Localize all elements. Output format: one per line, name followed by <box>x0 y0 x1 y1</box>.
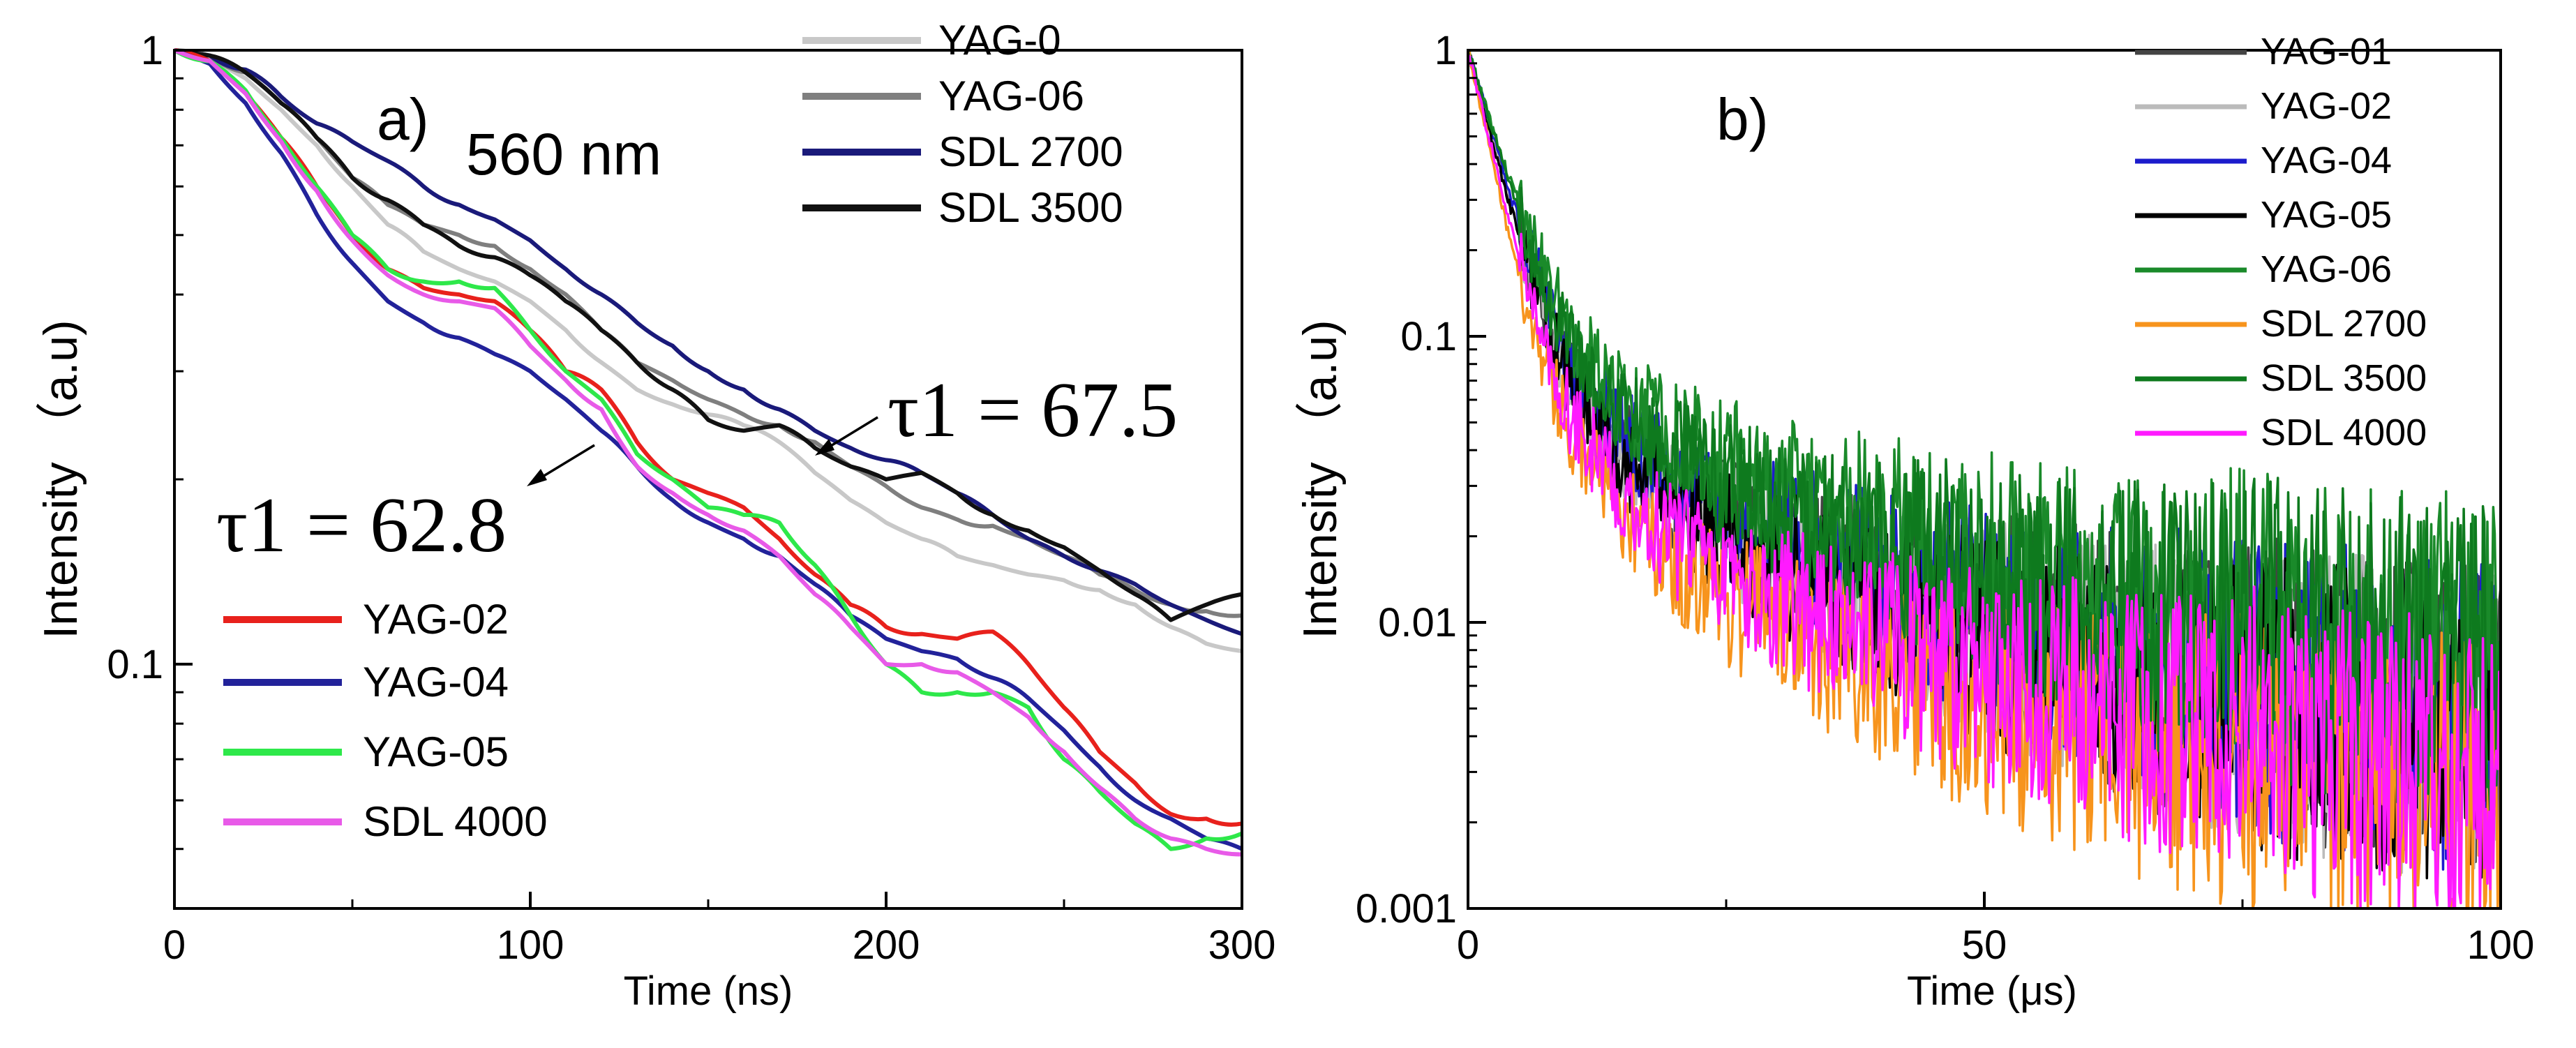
panel-a-series <box>173 48 1243 857</box>
tau-annotation-62-8: τ1 = 62.8 <box>216 444 595 569</box>
panel-b-ticks: 0 50 100 1 0.1 0.01 0.001 <box>1356 28 2535 968</box>
legend-item-yag-06-b: YAG-06 <box>2135 248 2392 290</box>
panel-b-x-axis-label: Time (μs) <box>1907 968 2077 1014</box>
panel-a-legend-top: YAG-0 YAG-06 SDL 2700 SDL 3500 <box>802 17 1123 231</box>
legend-label-sdl-2700: SDL 2700 <box>938 128 1123 175</box>
legend-item-sdl-3500: SDL 3500 <box>802 184 1123 231</box>
x-tick-label-a-100: 100 <box>497 922 564 968</box>
legend-item-sdl-3500-b: SDL 3500 <box>2135 357 2427 399</box>
legend-label-sdl-3500-b: SDL 3500 <box>2261 357 2427 399</box>
legend-label-yag-0: YAG-0 <box>938 17 1061 63</box>
legend-label-sdl-2700-b: SDL 2700 <box>2261 303 2427 345</box>
x-tick-label-a-0: 0 <box>163 922 186 968</box>
legend-item-yag-01: YAG-01 <box>2135 31 2392 73</box>
panel-a-y-axis-label: Intensity （a.u) <box>34 320 87 638</box>
series-line-a-yag-05 <box>173 48 1243 851</box>
tau-62-8-arrowhead <box>527 469 547 486</box>
legend-label-yag-05-b: YAG-05 <box>2261 194 2392 236</box>
panel-a-ticks: 0 100 200 300 1 0.1 <box>107 28 1275 968</box>
legend-item-yag-02-b: YAG-02 <box>2135 85 2392 127</box>
y-tick-label-b-1: 1 <box>1435 28 1457 73</box>
legend-item-yag-02: YAG-02 <box>223 596 509 643</box>
legend-label-yag-04-b: YAG-04 <box>2261 140 2392 181</box>
legend-label-yag-06-b: YAG-06 <box>2261 248 2392 290</box>
legend-item-yag-04-b: YAG-04 <box>2135 140 2392 181</box>
legend-item-sdl-2700: SDL 2700 <box>802 128 1123 175</box>
chart-panel-a: 0 100 200 300 1 0.1 a) 560 nm Time (ns) Inten… <box>34 17 1275 1014</box>
panel-b-y-axis-label: Intensity （a.u) <box>1294 320 1347 638</box>
legend-item-yag-06: YAG-06 <box>802 73 1084 119</box>
y-tick-label-a-1: 1 <box>141 28 163 73</box>
legend-label-yag-04: YAG-04 <box>363 659 509 705</box>
legend-label-yag-02-b: YAG-02 <box>2261 85 2392 127</box>
legend-item-yag-05-b: YAG-05 <box>2135 194 2392 236</box>
series-line-a-yag-04 <box>174 48 1243 851</box>
legend-item-yag-0: YAG-0 <box>802 17 1061 63</box>
x-tick-label-b-50: 50 <box>1962 922 2007 968</box>
panel-a-label: a) <box>377 87 429 152</box>
panel-a-wavelength-label: 560 nm <box>466 121 661 187</box>
panel-a-legend-bottom: YAG-02 YAG-04 YAG-05 SDL 4000 <box>223 596 548 845</box>
tau-67-5-arrowhead <box>815 439 834 456</box>
legend-label-yag-06: YAG-06 <box>938 73 1084 119</box>
chart-panel-b: 0 50 100 1 0.1 0.01 0.001 b) Time (μs) Intensi… <box>1294 28 2534 1014</box>
tau-67-5-label: τ1 = 67.5 <box>888 367 1178 454</box>
legend-item-yag-04: YAG-04 <box>223 659 509 705</box>
legend-label-yag-02: YAG-02 <box>363 596 509 643</box>
legend-label-yag-01: YAG-01 <box>2261 31 2392 73</box>
x-tick-label-b-0: 0 <box>1457 922 1479 968</box>
legend-item-yag-05: YAG-05 <box>223 728 509 775</box>
panel-b-label: b) <box>1716 87 1769 152</box>
series-line-a-sdl-2700 <box>174 48 1243 636</box>
legend-label-sdl-4000-b: SDL 4000 <box>2261 412 2427 454</box>
y-tick-label-b-0-1: 0.1 <box>1400 314 1457 359</box>
x-tick-label-b-100: 100 <box>2467 922 2535 968</box>
y-tick-label-b-0-01: 0.01 <box>1378 600 1457 645</box>
series-line-a-sdl-4000 <box>173 48 1243 857</box>
x-tick-label-a-200: 200 <box>853 922 920 968</box>
legend-item-sdl-4000-a: SDL 4000 <box>223 798 548 845</box>
tau-62-8-label: τ1 = 62.8 <box>216 482 507 569</box>
x-tick-label-a-300: 300 <box>1208 922 1276 968</box>
legend-label-sdl-3500: SDL 3500 <box>938 184 1123 231</box>
legend-item-sdl-4000-b: SDL 4000 <box>2135 412 2427 454</box>
y-tick-label-a-0-1: 0.1 <box>107 642 163 687</box>
panel-b-legend: YAG-01 YAG-02 YAG-04 YAG-05 YAG-06 SDL 2… <box>2135 31 2427 454</box>
series-line-a-sdl-3500 <box>174 48 1243 622</box>
tau-annotation-67-5: τ1 = 67.5 <box>815 367 1178 456</box>
legend-label-yag-05: YAG-05 <box>363 728 509 775</box>
series-line-b-sdl-4000 <box>1467 54 2502 910</box>
panel-a-x-axis-label: Time (ns) <box>624 968 793 1014</box>
panel-b-series <box>1467 49 2502 910</box>
y-tick-label-b-0-001: 0.001 <box>1356 886 1457 931</box>
legend-label-sdl-4000-a: SDL 4000 <box>363 798 548 845</box>
legend-item-sdl-2700-b: SDL 2700 <box>2135 303 2427 345</box>
